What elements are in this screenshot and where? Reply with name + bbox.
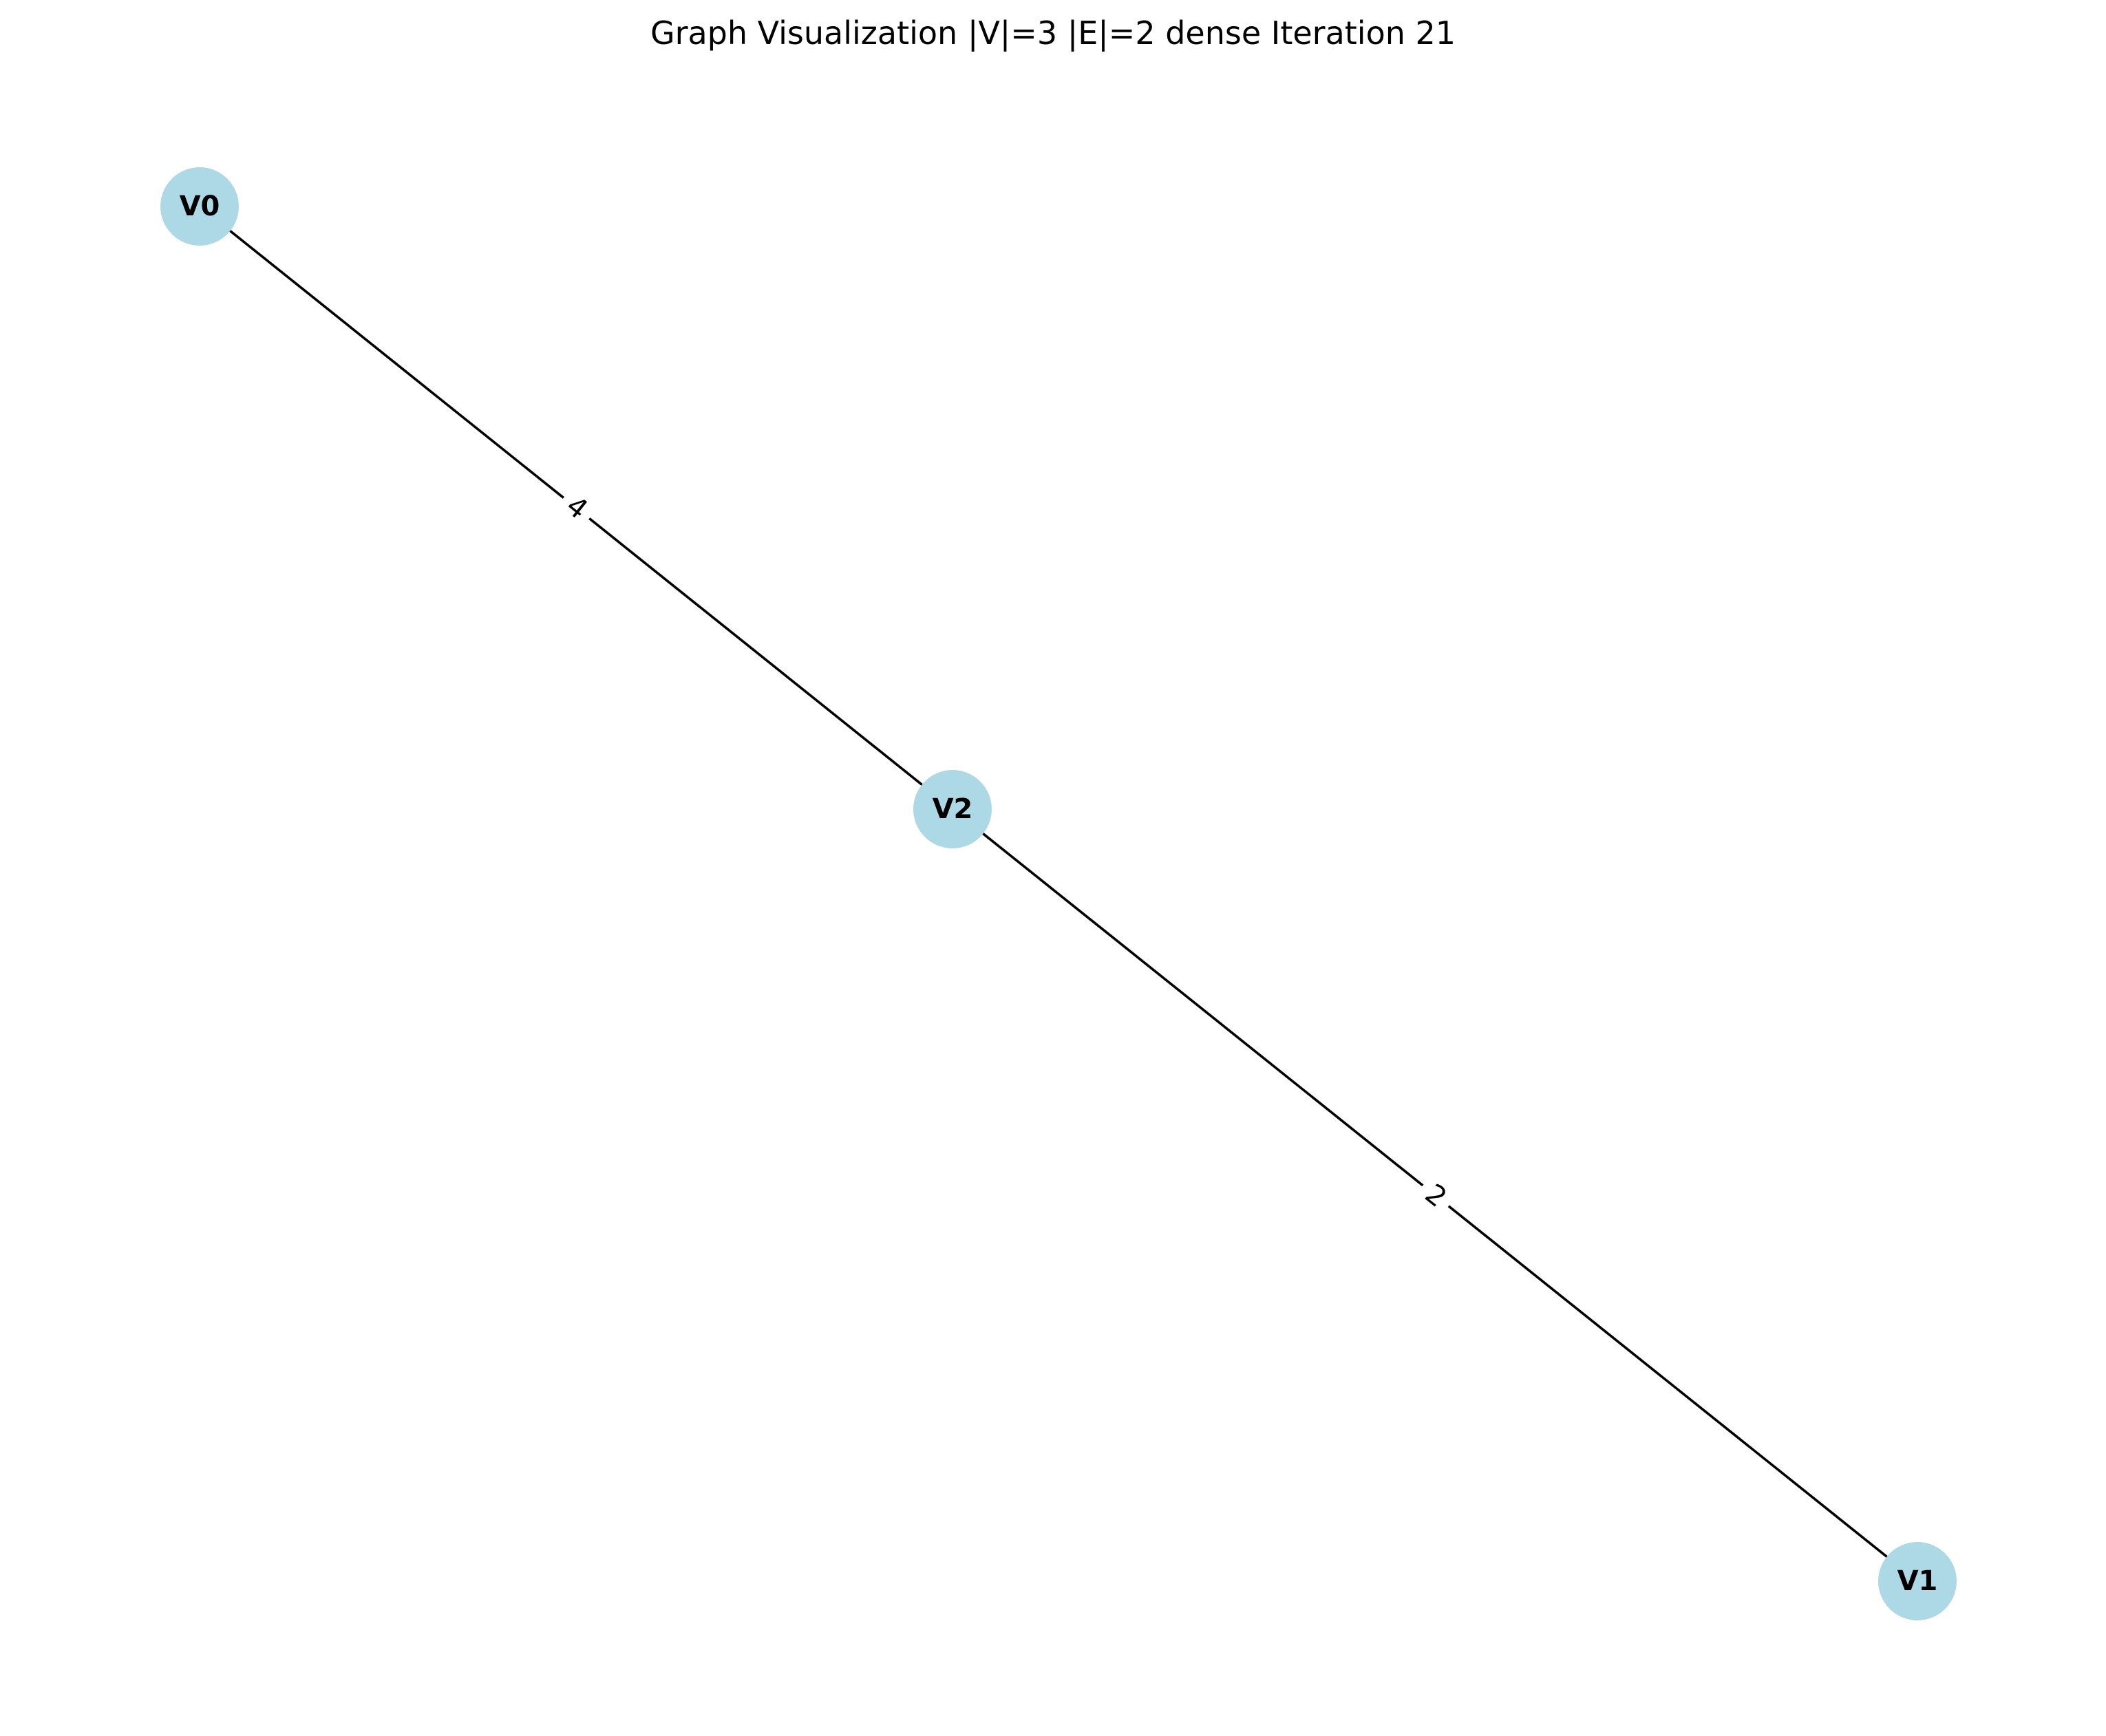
edge-label-v0-v2: 4: [551, 482, 602, 533]
nodes-layer: V0 V2 V1: [160, 167, 1957, 1620]
edge-label-background: [1410, 1170, 1461, 1221]
node-v0: V0: [160, 167, 239, 246]
edge-label-background: [551, 482, 602, 533]
node-label: V0: [180, 191, 220, 222]
node-circle: [1878, 1542, 1957, 1620]
node-v2: V2: [913, 770, 992, 848]
node-label: V2: [933, 793, 973, 825]
edge-labels-layer: 4 2: [551, 482, 1461, 1221]
node-label: V1: [1897, 1565, 1938, 1597]
graph-title: Graph Visualization |V|=3 |E|=2 dense It…: [650, 14, 1456, 52]
node-v1: V1: [1878, 1542, 1957, 1620]
node-circle: [160, 167, 239, 246]
edge-label-v2-v1: 2: [1410, 1170, 1461, 1221]
node-circle: [913, 770, 992, 848]
